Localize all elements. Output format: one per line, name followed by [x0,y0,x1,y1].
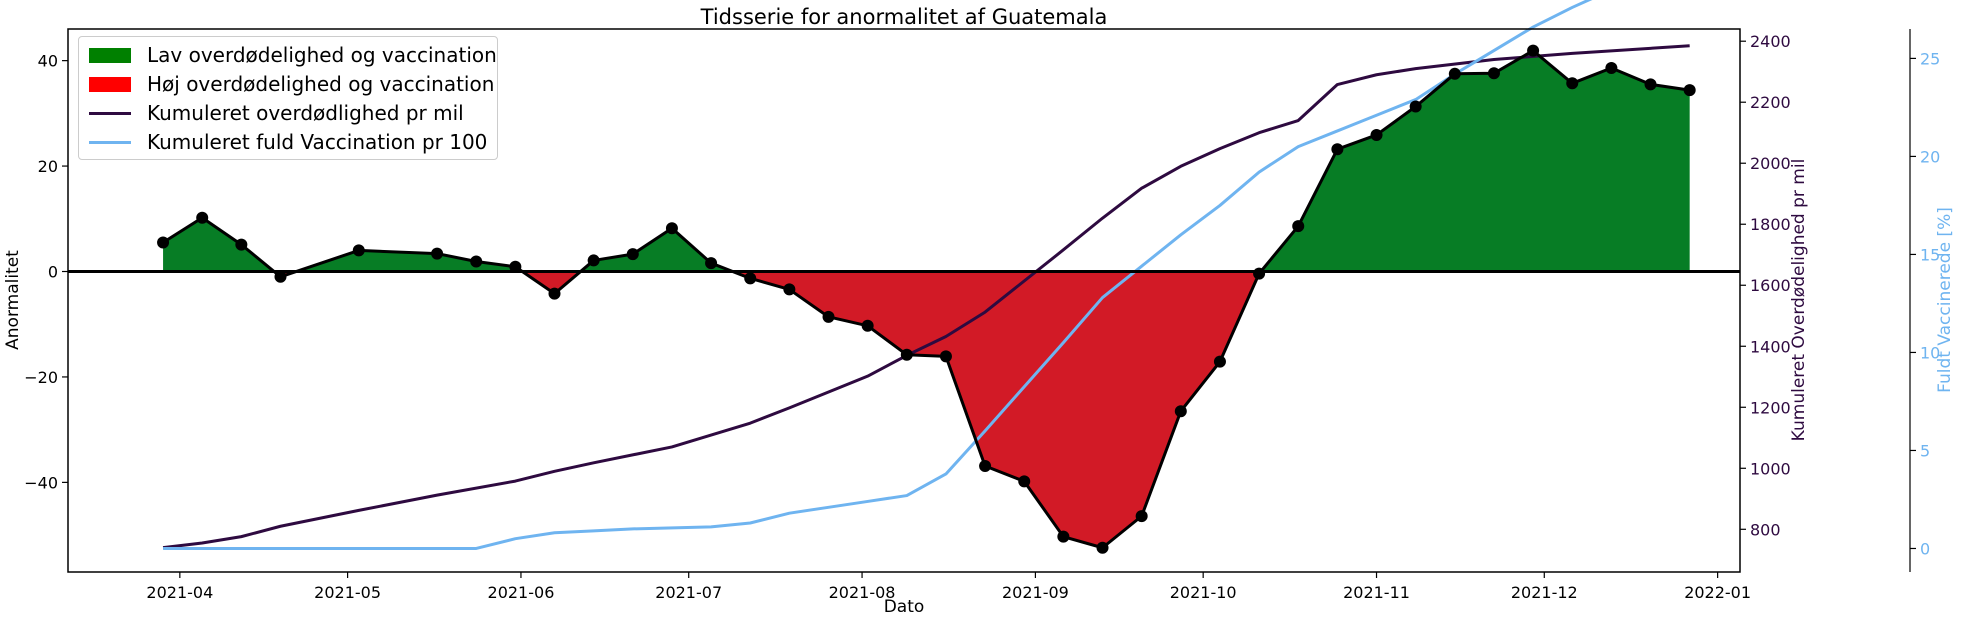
x-tick-label: 2021-11 [1343,583,1410,602]
x-tick-label: 2021-09 [1002,583,1069,602]
x-tick-label: 2021-06 [488,583,555,602]
x-tick-label: 2021-10 [1170,583,1237,602]
y3-tick-label: 5 [1920,441,1930,460]
legend-swatch-red [89,76,131,92]
anomaly-point [509,260,522,273]
anomaly-point [1057,530,1070,543]
anomaly-point [1213,355,1226,368]
x-tick-label: 2021-05 [314,583,381,602]
anomaly-point [196,211,209,224]
legend-label-vaccination: Kumuleret fuld Vaccination pr 100 [147,130,488,154]
vaccination-line [163,0,1593,550]
positive-anomaly-fill [163,217,275,272]
x-tick-label: 2021-12 [1511,583,1578,602]
legend-line-vaccination [89,140,131,144]
anomaly-point [900,348,913,361]
y3-tick-label: 25 [1920,49,1940,68]
y2-tick-label: 2200 [1750,93,1791,112]
anomaly-point [783,283,796,296]
anomaly-line [162,49,1690,550]
y3-tick-label: 10 [1920,343,1940,362]
anomaly-point [431,247,444,260]
anomaly-point [1370,128,1383,141]
anomaly-point [979,460,992,473]
anomaly-point [274,270,287,283]
y2-tick-label: 1400 [1750,337,1791,356]
anomaly-point [587,254,600,267]
y2-tick-label: 2400 [1750,32,1791,51]
positive-anomaly-fill [580,228,733,272]
y2-tick-label: 2000 [1750,154,1791,173]
y2-tick-label: 1000 [1750,459,1791,478]
chart-title: Tidsserie for anormalitet af Guatemala [700,5,1108,29]
y2-tick-label: 1600 [1750,276,1791,295]
x-tick-label: 2022-01 [1684,583,1751,602]
y-tick-label: 20 [38,157,58,176]
anomaly-point [1253,267,1266,280]
legend-swatch-green [89,47,131,63]
negative-anomaly-fill [732,271,1261,548]
y3-tick-label: 20 [1920,147,1940,166]
y2-tick-label: 1800 [1750,215,1791,234]
y2-tick-label: 800 [1750,520,1781,539]
legend-label-low: Lav overdødelighed og vaccination [147,43,497,67]
legend-entry-mortality: Kumuleret overdødlighed pr mil [89,99,464,127]
y-tick-label: −20 [24,368,58,387]
anomaly-point [1409,100,1422,113]
y3-tick-label: 15 [1920,245,1940,264]
y3-tick-label: 0 [1920,539,1930,558]
legend-label-mortality: Kumuleret overdødlighed pr mil [147,101,464,125]
x-tick-label: 2021-07 [655,583,722,602]
positive-anomaly-fill [1260,50,1690,272]
anomaly-point [1174,405,1187,418]
plot-frame [67,28,1741,573]
anomaly-point [1331,143,1344,156]
x-tick-label: 2021-08 [829,583,896,602]
anomaly-point [235,238,248,251]
anomaly-point [744,272,757,285]
anomaly-point [352,244,365,257]
x-tick-label: 2021-04 [146,583,213,602]
anomaly-point [548,287,561,300]
anomaly-point [157,236,170,249]
legend-line-mortality [89,111,131,115]
anomaly-point [1644,78,1657,91]
anomaly-point [1487,67,1500,80]
y2-axis-label: Kumuleret Overdødelighed pr mil [1789,159,1809,442]
anomaly-point [939,350,952,363]
anomaly-point [470,255,483,268]
legend: Lav overdødelighed og vaccination Høj ov… [78,36,498,160]
legend-entry-high: Høj overdødelighed og vaccination [89,70,494,98]
y2-tick-label: 1200 [1750,398,1791,417]
anomaly-point [1605,62,1618,75]
anomaly-point [822,310,835,323]
anomaly-point [1448,67,1461,80]
y-tick-label: 0 [48,263,58,282]
y-axis-label: Anormalitet [3,250,23,350]
legend-label-high: Høj overdødelighed og vaccination [147,72,495,96]
anomaly-point [1527,44,1540,57]
anomaly-point [1135,510,1148,523]
legend-entry-vaccination: Kumuleret fuld Vaccination pr 100 [89,128,487,156]
y-tick-label: 40 [38,52,58,71]
anomaly-point [1018,475,1031,488]
anomaly-point [626,248,639,261]
negative-anomaly-fill [522,271,581,294]
positive-anomaly-fill [296,250,523,272]
legend-entry-low: Lav overdødelighed og vaccination [89,41,497,69]
anomaly-point [1683,84,1696,97]
y3-axis-label: Fuldt Vaccinerede [%] [1935,207,1955,393]
y-tick-label: −40 [24,473,58,492]
anomaly-point [1566,77,1579,90]
excess-mortality-line [162,44,1690,550]
anomaly-point [1292,220,1305,233]
anomaly-point [665,222,678,235]
anomaly-point [861,319,874,332]
x-axis-label: Dato [884,597,925,617]
anomaly-point [1096,541,1109,554]
anomaly-point [705,257,718,270]
